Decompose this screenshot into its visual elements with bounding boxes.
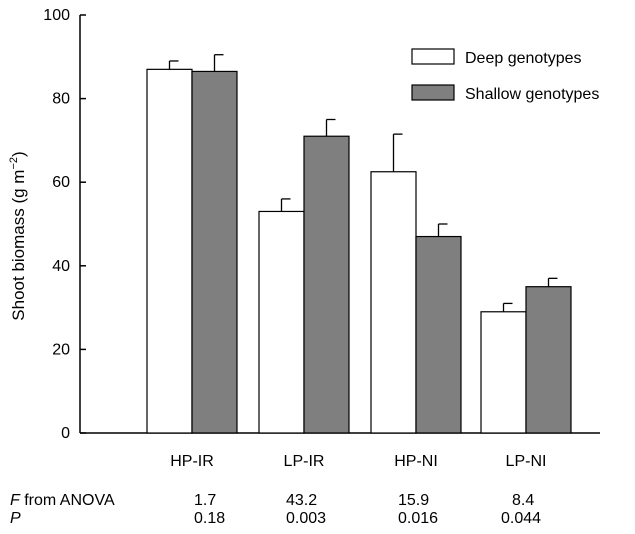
svg-text:Shoot biomass (g m−2): Shoot biomass (g m−2) xyxy=(8,151,28,320)
deep-bar xyxy=(480,311,527,434)
x-tick-label: LP-IR xyxy=(284,453,325,470)
x-tick-label: HP-IR xyxy=(170,453,214,470)
y-tick-label: 0 xyxy=(61,425,70,442)
shallow-bar xyxy=(303,135,350,434)
y-tick-label: 40 xyxy=(52,258,70,275)
y-axis-label: Shoot biomass (g m−2) xyxy=(8,151,28,320)
legend-swatch xyxy=(411,84,455,101)
y-ticks: 0 20 40 60 80 100 xyxy=(43,7,86,442)
x-tick-labels: HP-IR LP-IR HP-NI LP-NI xyxy=(170,453,546,470)
y-axis-label-superscript: −2 xyxy=(8,157,20,170)
y-axis-label-close: ) xyxy=(9,151,28,157)
deep-bar xyxy=(370,171,417,434)
x-tick-label: HP-NI xyxy=(394,453,438,470)
y-tick-label: 60 xyxy=(52,174,70,191)
shallow-bar xyxy=(415,235,462,434)
shallow-bar xyxy=(191,70,238,434)
legend-swatch xyxy=(411,48,455,65)
y-tick-label: 20 xyxy=(52,341,70,358)
deep-bar xyxy=(146,68,193,434)
legend-label: Shallow genotypes xyxy=(465,86,599,103)
legend-label: Deep genotypes xyxy=(465,50,582,67)
bars xyxy=(146,54,572,434)
x-tick-label: LP-NI xyxy=(506,453,547,470)
y-tick-label: 100 xyxy=(43,7,70,24)
y-axis-label-main: Shoot biomass (g m xyxy=(9,170,28,321)
shallow-bar xyxy=(525,286,572,434)
y-tick-label: 80 xyxy=(52,91,70,108)
legend: Deep genotypes Shallow genotypes xyxy=(411,48,599,103)
deep-bar xyxy=(258,210,305,434)
